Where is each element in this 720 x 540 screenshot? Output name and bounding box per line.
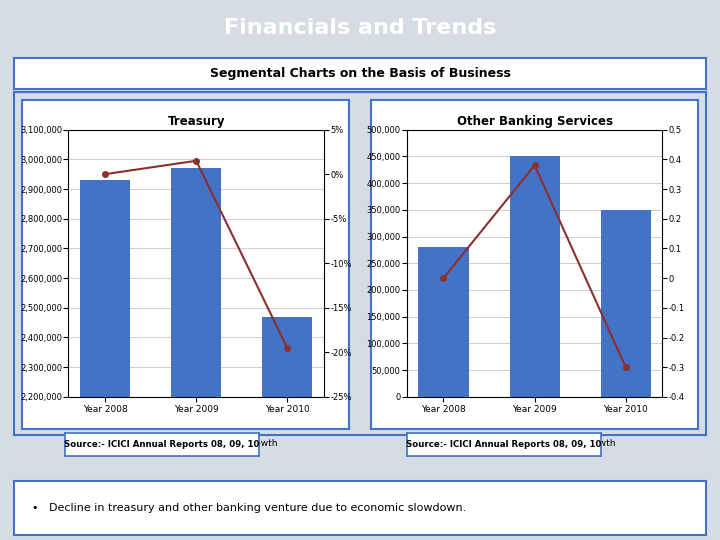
Text: Source:- ICICI Annual Reports 08, 09, 10: Source:- ICICI Annual Reports 08, 09, 10 xyxy=(64,440,260,449)
Bar xyxy=(418,247,469,397)
Bar xyxy=(80,180,130,540)
Text: Financials and Trends: Financials and Trends xyxy=(224,18,496,38)
Text: •   Decline in treasury and other banking venture due to economic slowdown.: • Decline in treasury and other banking … xyxy=(32,503,466,512)
Text: Segmental Charts on the Basis of Business: Segmental Charts on the Basis of Busines… xyxy=(210,67,510,80)
Legend: Revenue in lakhs, growth: Revenue in lakhs, growth xyxy=(453,439,616,448)
Bar xyxy=(171,168,221,540)
Title: Treasury: Treasury xyxy=(168,116,225,129)
Text: Source:- ICICI Annual Reports 08, 09, 10: Source:- ICICI Annual Reports 08, 09, 10 xyxy=(406,440,602,449)
Legend: Revenue in lakhs, growth: Revenue in lakhs, growth xyxy=(114,439,278,448)
Bar xyxy=(600,210,651,397)
Bar xyxy=(510,157,559,397)
Title: Other Banking Services: Other Banking Services xyxy=(456,116,613,129)
Bar xyxy=(262,316,312,540)
